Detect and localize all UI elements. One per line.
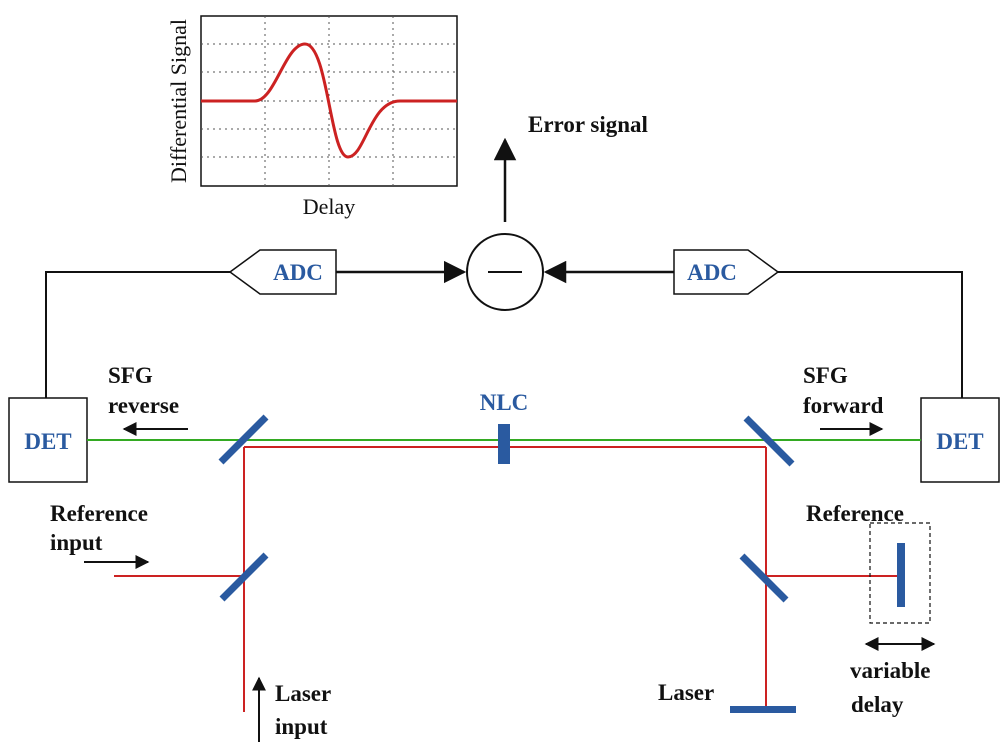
nlc-label: NLC — [480, 390, 529, 415]
signal-wires — [45, 271, 963, 398]
reference-right-label: Reference — [806, 501, 904, 526]
error-signal-label: Error signal — [528, 112, 648, 137]
optics — [218, 414, 905, 713]
plot-xlabel: Delay — [303, 194, 356, 219]
laser-source — [730, 706, 796, 713]
detector-right: DET — [920, 397, 1000, 483]
error-signal-curve — [201, 42, 457, 159]
mirror-bottom-right — [739, 553, 789, 603]
detector-left: DET — [8, 397, 88, 483]
det-left-label: DET — [24, 429, 71, 454]
reference-mirror — [897, 543, 905, 607]
variable-delay-label-2: delay — [851, 692, 904, 717]
sfg-forward-label-2: forward — [803, 393, 884, 418]
adc-right-label: ADC — [687, 260, 737, 285]
mirror-top-left — [218, 414, 269, 465]
adc-left: ADC — [228, 249, 337, 295]
laser-beams — [114, 446, 900, 712]
reference-input-label-2: input — [50, 530, 103, 555]
mirror-top-right — [743, 415, 795, 467]
variable-delay-stage — [869, 522, 931, 624]
variable-delay-label-1: variable — [850, 658, 931, 683]
det-right-label: DET — [936, 429, 983, 454]
nlc-crystal — [498, 424, 510, 464]
sfg-reverse-label-2: reverse — [108, 393, 179, 418]
differential-signal-plot: Delay Differential Signal — [166, 15, 458, 219]
sfg-forward-label-1: SFG — [803, 363, 848, 388]
sfg-reverse-label-1: SFG — [108, 363, 153, 388]
mirror-bottom-left — [219, 552, 269, 602]
adc-right: ADC — [673, 249, 780, 295]
reference-input-label-1: Reference — [50, 501, 148, 526]
laser-input-label-2: input — [275, 714, 328, 739]
plot-ylabel: Differential Signal — [166, 19, 191, 183]
laser-input-label-1: Laser — [275, 681, 331, 706]
adc-left-label: ADC — [273, 260, 323, 285]
laser-right-label: Laser — [658, 680, 714, 705]
